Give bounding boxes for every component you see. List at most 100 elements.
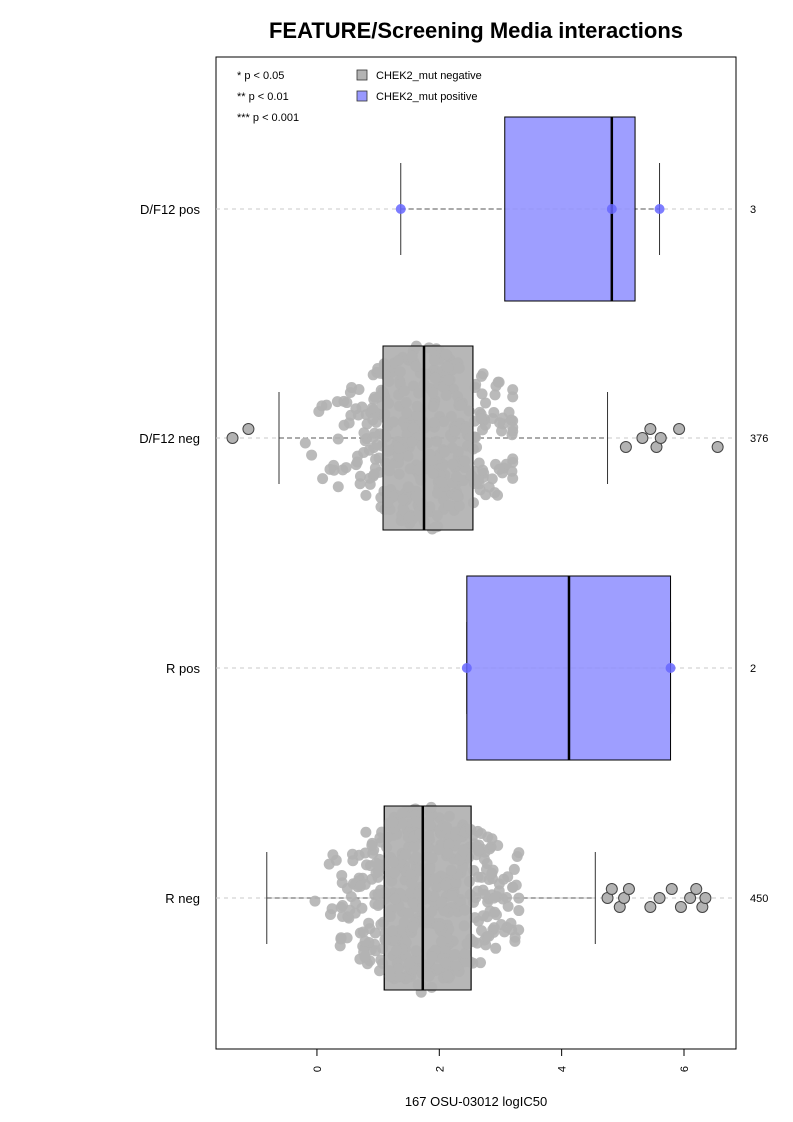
data-point <box>447 458 459 470</box>
data-point <box>654 204 665 214</box>
data-point <box>358 427 370 439</box>
data-point <box>396 807 408 819</box>
data-point <box>453 362 465 374</box>
data-point <box>426 906 438 918</box>
data-point <box>427 401 439 413</box>
group-d-f12-neg <box>216 340 736 535</box>
data-point <box>427 387 439 399</box>
data-point <box>358 447 370 459</box>
chart-title: FEATURE/Screening Media interactions <box>269 18 683 43</box>
data-point <box>416 439 428 451</box>
data-point <box>383 397 395 409</box>
data-point <box>486 867 498 879</box>
data-point <box>410 851 422 863</box>
data-point <box>336 869 348 881</box>
data-point <box>299 437 311 449</box>
data-point <box>509 931 521 943</box>
data-point <box>346 382 358 394</box>
data-point <box>383 965 395 977</box>
data-point <box>450 960 462 972</box>
data-point <box>468 473 480 485</box>
y-tick-label: R neg <box>165 891 200 906</box>
data-point <box>379 430 391 442</box>
data-point <box>397 494 409 506</box>
data-point <box>399 849 411 861</box>
data-point <box>436 476 448 488</box>
data-point <box>405 869 417 881</box>
data-point <box>406 350 418 362</box>
data-point <box>341 397 353 409</box>
data-point <box>458 920 470 932</box>
data-point <box>439 957 451 969</box>
data-point <box>442 847 454 859</box>
data-point <box>463 405 475 417</box>
data-point <box>513 847 525 859</box>
data-point <box>477 464 489 476</box>
data-point <box>324 909 336 921</box>
data-point <box>441 821 453 833</box>
data-point <box>411 409 423 421</box>
data-point <box>406 878 418 890</box>
data-point <box>407 896 419 908</box>
data-point <box>433 921 445 933</box>
data-point <box>393 355 405 367</box>
data-point <box>475 827 487 839</box>
data-point <box>359 950 371 962</box>
data-point <box>430 521 442 533</box>
data-point <box>388 867 400 879</box>
data-point <box>368 468 380 480</box>
data-point <box>498 873 510 885</box>
data-point <box>309 895 321 907</box>
data-point <box>459 948 471 960</box>
data-point <box>360 489 372 501</box>
data-point <box>442 970 454 982</box>
data-point <box>366 402 378 414</box>
data-point <box>459 904 471 916</box>
data-point <box>387 925 399 937</box>
n-count-label: 376 <box>750 433 768 445</box>
data-point <box>449 425 461 437</box>
data-point <box>370 857 382 869</box>
data-point <box>453 500 465 512</box>
x-tick-label: 6 <box>679 1066 691 1072</box>
legend-swatch <box>356 90 368 102</box>
data-point <box>479 888 491 900</box>
legend-label: CHEK2_mut negative <box>376 70 482 82</box>
data-point <box>403 907 415 919</box>
data-point <box>442 374 454 386</box>
data-point <box>431 435 443 447</box>
data-point <box>428 354 440 366</box>
data-point <box>440 389 452 401</box>
data-point <box>412 979 424 991</box>
data-point <box>387 816 399 828</box>
data-point <box>374 884 386 896</box>
data-point <box>384 911 396 923</box>
box-outline <box>383 805 472 991</box>
data-point <box>443 810 455 822</box>
data-point <box>404 887 416 899</box>
data-point <box>477 368 489 380</box>
y-tick-label: R pos <box>166 661 200 676</box>
outlier-point <box>653 892 666 904</box>
data-point <box>475 413 487 425</box>
data-point <box>426 454 438 466</box>
data-point <box>354 478 366 490</box>
outlier-point <box>622 883 635 895</box>
data-point <box>464 889 476 901</box>
outlier-point <box>654 432 667 444</box>
data-point <box>426 852 438 864</box>
data-point <box>400 397 412 409</box>
data-point <box>488 406 500 418</box>
data-point <box>392 971 404 983</box>
data-point <box>483 481 495 493</box>
group-r-pos <box>216 575 736 761</box>
data-point <box>321 399 333 411</box>
data-point <box>507 472 519 484</box>
outlier-point <box>684 892 697 904</box>
data-point <box>483 930 495 942</box>
data-point <box>413 464 425 476</box>
outlier-point <box>226 432 239 444</box>
data-point <box>423 830 435 842</box>
data-point <box>410 816 422 828</box>
